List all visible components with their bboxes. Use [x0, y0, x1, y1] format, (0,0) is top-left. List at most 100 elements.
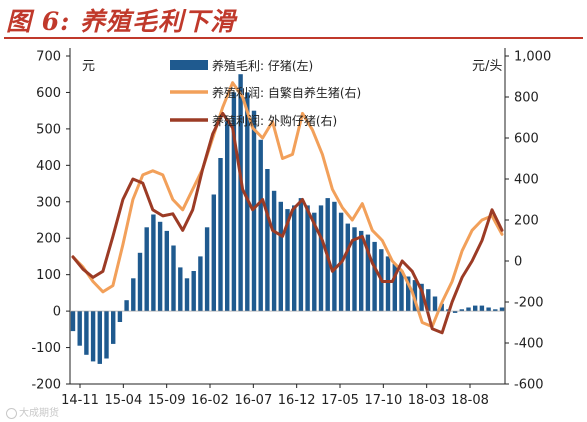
line-series-2 — [71, 111, 504, 335]
figure-title: 图 6: 养殖毛利下滑 — [6, 7, 237, 36]
bar-9 — [131, 278, 136, 312]
bar-33 — [292, 205, 297, 312]
left-tick-label-2: 0 — [53, 305, 61, 320]
legend-label-1: 养殖利润: 自繁自养生猪(右) — [212, 85, 361, 100]
x-tick-label-6: 17-05 — [321, 393, 359, 408]
bar-6 — [111, 311, 116, 344]
bar-53 — [426, 289, 431, 312]
bar-7 — [117, 311, 123, 322]
bar-29 — [265, 169, 270, 312]
bar-28 — [258, 139, 263, 312]
right-tick-label-7: 800 — [514, 91, 539, 106]
bar-49 — [399, 271, 404, 312]
bar-30 — [271, 190, 277, 312]
x-tick-label-2: 15-09 — [148, 393, 186, 408]
line-series — [71, 81, 504, 335]
left-tick-label-9: 700 — [36, 50, 61, 65]
bar-3 — [90, 311, 96, 362]
x-tick-label-8: 18-03 — [408, 393, 446, 408]
legend: 养殖毛利: 仔猪(左) 养殖利润: 自繁自养生猪(右) 养殖利润: 外购仔猪(右) — [170, 58, 361, 128]
bar-45 — [372, 241, 377, 312]
bar-4 — [97, 311, 102, 364]
right-tick-label-3: 0 — [514, 255, 522, 270]
bar-44 — [365, 234, 371, 312]
x-tick-label-7: 17-10 — [364, 393, 402, 408]
bar-25 — [238, 74, 243, 312]
bar-5 — [104, 311, 109, 359]
left-tick-label-8: 600 — [36, 86, 61, 101]
left-tick-label-7: 500 — [36, 122, 61, 137]
bar-21 — [211, 194, 216, 312]
bar-50 — [406, 276, 411, 312]
bar-39 — [332, 201, 337, 312]
bar-13 — [157, 221, 163, 312]
left-tick-label-4: 200 — [36, 232, 61, 247]
watermark-text: 大成期货 — [19, 408, 59, 419]
bar-18 — [191, 271, 196, 312]
bar-24 — [231, 92, 237, 312]
title-divider — [4, 37, 583, 39]
x-tick-label-9: 18-08 — [451, 393, 489, 408]
x-tick-label-4: 16-07 — [234, 393, 272, 408]
bar-47 — [385, 256, 391, 312]
bar-59 — [466, 307, 471, 312]
bar-42 — [352, 227, 357, 312]
x-tick-label-3: 16-02 — [191, 393, 229, 408]
legend-label-2: 养殖利润: 外购仔猪(右) — [212, 113, 337, 128]
bar-14 — [164, 230, 169, 312]
right-tick-label-1: -400 — [514, 337, 544, 352]
right-tick-label-5: 400 — [514, 173, 539, 188]
bar-36 — [312, 212, 317, 312]
bar-35 — [305, 205, 310, 312]
bar-54 — [432, 296, 438, 312]
bar-27 — [251, 110, 257, 312]
left-tick-label-0: -200 — [31, 378, 61, 393]
bar-55 — [439, 303, 444, 312]
legend-label-0: 养殖毛利: 仔猪(左) — [212, 58, 313, 73]
right-tick-label-6: 600 — [514, 132, 539, 147]
watermark: 大成期货 — [6, 404, 59, 419]
right-tick-label-8: 1,000 — [514, 50, 551, 65]
bar-23 — [225, 121, 230, 312]
x-tick-label-1: 15-04 — [104, 393, 142, 408]
bar-1 — [77, 311, 82, 346]
bar-60 — [473, 305, 478, 312]
left-tick-label-5: 300 — [36, 195, 61, 210]
right-tick-label-2: -200 — [514, 296, 544, 311]
bar-20 — [204, 227, 210, 312]
left-axis-unit: 元 — [82, 59, 95, 74]
bar-61 — [479, 305, 485, 312]
bar-48 — [392, 263, 397, 312]
bar-11 — [144, 227, 149, 312]
bar-34 — [298, 198, 304, 312]
bar-43 — [359, 230, 364, 312]
bar-64 — [499, 307, 505, 312]
bar-series — [70, 74, 505, 364]
bar-0 — [70, 311, 76, 332]
bar-62 — [486, 307, 491, 312]
bar-2 — [84, 311, 89, 355]
bar-15 — [171, 245, 176, 312]
right-tick-label-4: 200 — [514, 214, 539, 229]
bar-16 — [178, 267, 183, 312]
bar-57 — [452, 311, 458, 313]
bar-8 — [124, 300, 129, 312]
bar-22 — [218, 158, 223, 312]
bar-58 — [459, 309, 464, 312]
left-tick-label-6: 400 — [36, 159, 61, 174]
bar-63 — [493, 309, 498, 312]
bar-10 — [137, 252, 143, 312]
bar-37 — [318, 205, 324, 312]
axes: -200 -100 0 100 200 300 400 500 600 700 -600 -400 -2… — [31, 48, 551, 408]
bar-32 — [285, 209, 290, 312]
bar-41 — [345, 223, 350, 312]
legend-swatch-0 — [170, 60, 208, 70]
right-axis-unit: 元/头 — [472, 59, 502, 74]
right-tick-label-0: -600 — [514, 378, 544, 393]
bar-19 — [198, 256, 203, 312]
bar-31 — [278, 201, 283, 312]
x-tick-label-0: 14-11 — [61, 393, 99, 408]
left-tick-label-1: -100 — [31, 341, 61, 356]
watermark-icon — [6, 407, 17, 419]
